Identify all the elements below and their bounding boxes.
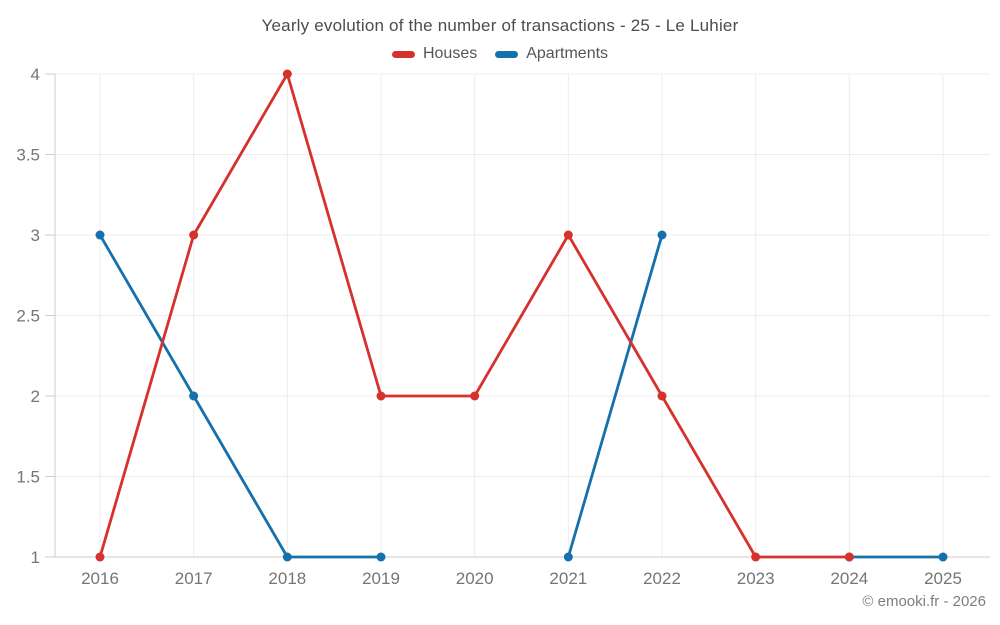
data-point-apartments-2019[interactable]	[376, 552, 386, 562]
x-tick-label: 2016	[81, 569, 119, 588]
x-tick-label: 2024	[830, 569, 868, 588]
data-point-houses-2021[interactable]	[563, 230, 573, 240]
legend-item-apartments[interactable]: Apartments	[495, 45, 608, 63]
y-tick-label: 2.5	[16, 307, 40, 326]
data-point-apartments-2017[interactable]	[189, 391, 199, 401]
legend: Houses Apartments	[0, 45, 1000, 63]
y-tick-label: 3	[31, 226, 40, 245]
data-point-apartments-2025[interactable]	[938, 552, 948, 562]
series-line-apartments	[566, 233, 664, 559]
chart-title: Yearly evolution of the number of transa…	[261, 16, 739, 35]
x-tick-label: 2018	[268, 569, 306, 588]
y-tick-label: 2	[31, 387, 40, 406]
x-tick-label: 2022	[643, 569, 681, 588]
legend-label: Houses	[422, 45, 478, 62]
x-tick-label: 2017	[175, 569, 213, 588]
legend-swatch-houses	[391, 50, 415, 58]
data-point-apartments-2022[interactable]	[657, 230, 667, 240]
data-point-apartments-2021[interactable]	[563, 552, 573, 562]
y-tick-label: 3.5	[16, 146, 40, 165]
x-tick-label: 2019	[362, 569, 400, 588]
x-tick-label: 2023	[737, 569, 775, 588]
x-tick-label: 2025	[924, 569, 962, 588]
data-point-houses-2023[interactable]	[751, 552, 761, 562]
data-point-houses-2018[interactable]	[282, 69, 292, 79]
data-point-houses-2024[interactable]	[844, 552, 854, 562]
copyright-credit: © emooki.fr - 2026	[862, 593, 986, 610]
data-point-apartments-2016[interactable]	[95, 230, 105, 240]
series-line-apartments	[98, 233, 383, 559]
data-point-houses-2016[interactable]	[95, 552, 105, 562]
data-point-apartments-2018[interactable]	[282, 552, 292, 562]
y-tick-label: 4	[31, 65, 40, 84]
data-point-houses-2019[interactable]	[376, 391, 386, 401]
legend-item-houses[interactable]: Houses	[391, 45, 478, 63]
y-tick-label: 1.5	[16, 468, 40, 487]
x-tick-label: 2020	[456, 569, 494, 588]
data-point-houses-2020[interactable]	[470, 391, 480, 401]
data-point-houses-2022[interactable]	[657, 391, 667, 401]
data-point-houses-2017[interactable]	[189, 230, 199, 240]
y-tick-label: 1	[31, 548, 40, 567]
x-tick-label: 2021	[549, 569, 587, 588]
legend-label: Apartments	[526, 45, 609, 62]
legend-swatch-apartments	[495, 50, 519, 58]
